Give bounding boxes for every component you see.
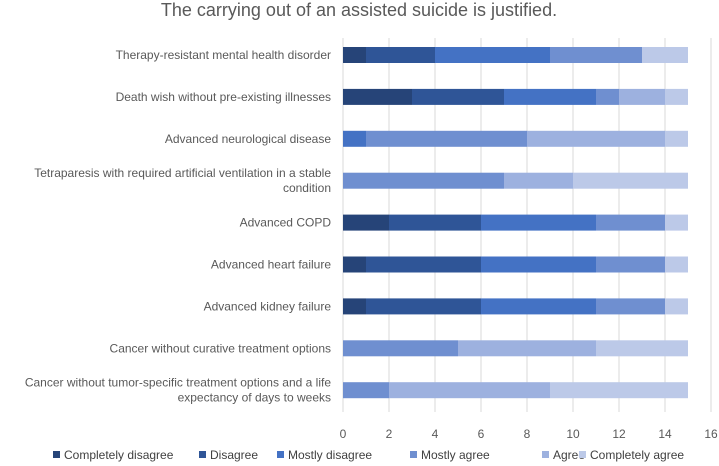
bar-segment-agree: [389, 382, 550, 399]
bar-segment-completely-disagree: [343, 256, 366, 273]
bar-segment-completely-agree: [550, 382, 688, 399]
category-label: expectancy of days to weeks: [178, 391, 331, 405]
bar-segment-completely-agree: [665, 298, 688, 315]
bar-segment-mostly-disagree: [435, 47, 550, 63]
bar-segment-completely-agree: [596, 340, 688, 357]
bar-segment-mostly-agree: [343, 382, 389, 399]
bar-segment-agree: [458, 340, 596, 357]
legend-label: Mostly agree: [421, 448, 490, 462]
legend-swatch: [410, 451, 417, 458]
category-label: Advanced heart failure: [211, 258, 331, 272]
category-label: Cancer without curative treatment option…: [110, 341, 331, 355]
legend-label: Agree: [553, 448, 585, 462]
category-label: Tetraparesis with required artificial ve…: [34, 166, 331, 180]
legend-swatch: [542, 451, 549, 458]
legend-label: Mostly disagree: [288, 448, 372, 462]
bar-segment-mostly-agree: [596, 88, 619, 105]
category-label: Cancer without tumor-specific treatment …: [25, 376, 331, 390]
category-label: Therapy-resistant mental health disorder: [116, 48, 331, 62]
bar-segment-completely-agree: [665, 88, 688, 105]
bar-segment-mostly-disagree: [504, 88, 596, 105]
x-axis-tick-labels: 0 2 4 6 8 10 12 14 16: [340, 427, 718, 441]
bar-segment-mostly-disagree: [343, 130, 366, 147]
bar-segment-completely-disagree: [343, 47, 366, 63]
bar-segment-mostly-agree: [596, 298, 665, 315]
legend-swatch: [53, 451, 60, 458]
category-labels: Therapy-resistant mental health disorder…: [25, 48, 331, 405]
category-label: Death wish without pre-existing illnesse…: [116, 90, 331, 104]
bar-segment-completely-agree: [665, 214, 688, 231]
bar-segment-disagree: [389, 214, 481, 231]
bar-segment-completely-disagree: [343, 214, 389, 231]
legend-label: Completely disagree: [64, 448, 174, 462]
bar-segment-agree: [504, 172, 573, 189]
category-label: Advanced kidney failure: [204, 299, 332, 313]
bar-segment-mostly-disagree: [481, 298, 596, 315]
category-label: condition: [283, 181, 331, 195]
bar-segment-mostly-agree: [366, 130, 527, 147]
bar-segment-disagree: [366, 47, 435, 63]
bar-segment-mostly-agree: [343, 172, 504, 189]
bar-segment-disagree: [366, 298, 481, 315]
x-tick-label: 10: [566, 427, 580, 441]
legend-swatch: [579, 451, 586, 458]
x-tick-label: 16: [704, 427, 718, 441]
bar-segment-mostly-agree: [596, 256, 665, 273]
bar-segment-mostly-agree: [550, 47, 642, 63]
legend-swatch: [199, 451, 206, 458]
x-tick-label: 2: [386, 427, 393, 441]
bar-segment-mostly-agree: [596, 214, 665, 231]
legend: Completely disagree Disagree Mostly disagr…: [53, 448, 684, 462]
bar-segment-completely-agree: [665, 130, 688, 147]
category-label: Advanced neurological disease: [165, 132, 331, 146]
legend-label: Disagree: [210, 448, 258, 462]
legend-swatch: [277, 451, 284, 458]
bar-segment-agree: [619, 88, 665, 105]
legend-label: Completely agree: [590, 448, 684, 462]
bar-segment-completely-agree: [665, 256, 688, 273]
bar-segment-disagree: [412, 88, 504, 105]
bar-segment-completely-agree: [642, 47, 688, 63]
x-tick-label: 6: [478, 427, 485, 441]
x-tick-label: 0: [340, 427, 347, 441]
bar-segment-agree: [527, 130, 665, 147]
x-tick-label: 14: [658, 427, 672, 441]
category-label: Advanced COPD: [240, 216, 332, 230]
bar-segment-completely-disagree: [343, 88, 412, 105]
x-tick-label: 4: [432, 427, 439, 441]
bar-segment-mostly-disagree: [481, 214, 596, 231]
bar-segments: [343, 47, 688, 399]
bar-segment-mostly-agree: [343, 340, 458, 357]
bar-segment-completely-disagree: [343, 298, 366, 315]
bar-segment-mostly-disagree: [481, 256, 596, 273]
bar-segment-disagree: [366, 256, 481, 273]
chart-title: The carrying out of an assisted suicide …: [161, 0, 557, 20]
x-tick-label: 8: [524, 427, 531, 441]
x-tick-label: 12: [612, 427, 626, 441]
bar-segment-completely-agree: [573, 172, 688, 189]
